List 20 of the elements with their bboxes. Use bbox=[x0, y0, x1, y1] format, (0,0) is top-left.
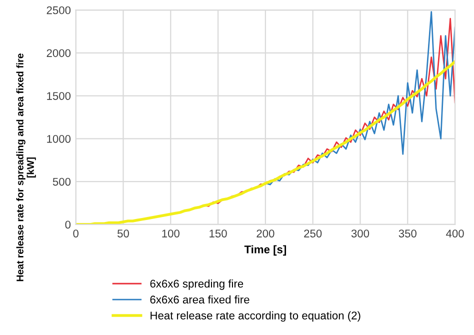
legend-label: Heat release rate according to equation (2) bbox=[150, 311, 360, 322]
x-tick-label: 0 bbox=[73, 230, 78, 238]
x-tick-label: 250 bbox=[304, 230, 322, 238]
legend-label: 6x6x6 spreding fire bbox=[150, 279, 244, 290]
x-axis-title: Time [s] bbox=[244, 245, 286, 256]
y-tick-label: 0 bbox=[65, 220, 71, 229]
y-tick-label: 1500 bbox=[47, 92, 71, 100]
y-tick-label: 500 bbox=[52, 178, 71, 186]
x-tick-label: 200 bbox=[256, 230, 274, 238]
x-tick-label: 400 bbox=[446, 230, 464, 238]
y-axis-title: Heat release rate for spreading and area fixed fire [kW] bbox=[16, 54, 36, 282]
x-tick-label: 150 bbox=[210, 230, 227, 238]
x-tick-label: 350 bbox=[398, 230, 416, 238]
y-tick-label: 2500 bbox=[46, 6, 71, 14]
legend-label: 6x6x6 area fixed fire bbox=[150, 295, 250, 304]
x-tick-label: 300 bbox=[351, 230, 370, 238]
x-tick-label: 50 bbox=[118, 230, 129, 238]
y-tick-label: 2000 bbox=[46, 49, 71, 58]
y-tick-label: 1000 bbox=[47, 134, 71, 143]
x-tick-label: 100 bbox=[162, 230, 180, 238]
